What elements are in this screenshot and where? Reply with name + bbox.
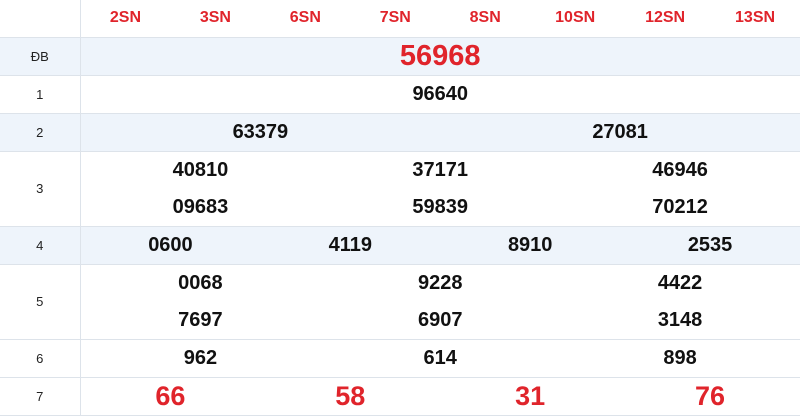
prize-5: 6907 bbox=[417, 308, 463, 331]
prize-label: 7 bbox=[0, 377, 81, 416]
row-5: 5 0068 9228 4422 7697 6907 3148 bbox=[0, 264, 800, 340]
code-12sn: 12SN bbox=[645, 9, 686, 27]
code-13sn: 13SN bbox=[735, 9, 776, 27]
code-3sn: 3SN bbox=[199, 9, 231, 27]
prize-label: ĐB bbox=[0, 37, 81, 76]
prize-4: 8910 bbox=[507, 233, 553, 256]
code-10sn: 10SN bbox=[555, 9, 596, 27]
prize-6: 962 bbox=[183, 346, 218, 369]
prize-5: 3148 bbox=[657, 308, 703, 331]
prize-label: 3 bbox=[0, 151, 81, 227]
row-7: 7 66 58 31 76 bbox=[0, 377, 800, 416]
prize-label: 1 bbox=[0, 75, 81, 114]
prize-4: 2535 bbox=[687, 233, 733, 256]
prize-7: 58 bbox=[335, 380, 366, 411]
prize-label: 5 bbox=[0, 264, 81, 340]
prize-5: 9228 bbox=[417, 271, 463, 294]
row-2: 2 63379 27081 bbox=[0, 113, 800, 152]
prize-6: 614 bbox=[423, 346, 457, 369]
row-3: 3 40810 37171 46946 09683 59839 70212 bbox=[0, 151, 800, 227]
header-codes: 2SN 3SN 6SN 7SN 8SN 10SN 12SN 13SN bbox=[80, 0, 800, 38]
code-8sn: 8SN bbox=[469, 9, 501, 27]
header-row: 2SN 3SN 6SN 7SN 8SN 10SN 12SN 13SN bbox=[0, 0, 800, 38]
prize-label: 6 bbox=[0, 339, 81, 378]
prize-3: 37171 bbox=[412, 158, 469, 181]
special-prize: 56968 bbox=[80, 37, 800, 76]
prize-7: 66 bbox=[155, 380, 186, 411]
prize-label: 2 bbox=[0, 113, 81, 152]
header-corner bbox=[0, 0, 81, 38]
code-2sn: 2SN bbox=[109, 9, 142, 27]
prize-label: 4 bbox=[0, 226, 81, 265]
prize-5: 0068 bbox=[178, 271, 223, 294]
prize-7: 31 bbox=[515, 380, 546, 411]
prize-3: 59839 bbox=[412, 195, 469, 218]
prize-1: 96640 bbox=[80, 75, 800, 114]
row-special: ĐB 56968 bbox=[0, 37, 800, 76]
row-6: 6 962 614 898 bbox=[0, 339, 800, 378]
prize-3: 09683 bbox=[172, 195, 229, 218]
prize-3: 46946 bbox=[652, 158, 708, 181]
prize-6: 898 bbox=[663, 346, 697, 369]
prize-3: 70212 bbox=[652, 195, 708, 218]
prize-7: 76 bbox=[695, 380, 726, 411]
row-4: 4 0600 4119 8910 2535 bbox=[0, 226, 800, 265]
code-6sn: 6SN bbox=[289, 9, 321, 27]
prize-4: 4119 bbox=[328, 233, 372, 256]
prize-3: 40810 bbox=[172, 158, 229, 181]
prize-4: 0600 bbox=[148, 233, 193, 256]
prize-5: 7697 bbox=[178, 308, 223, 331]
prize-2: 63379 bbox=[232, 120, 289, 143]
row-1: 1 96640 bbox=[0, 75, 800, 114]
prize-2: 27081 bbox=[592, 120, 648, 143]
code-7sn: 7SN bbox=[379, 9, 411, 27]
prize-5: 4422 bbox=[657, 271, 703, 294]
